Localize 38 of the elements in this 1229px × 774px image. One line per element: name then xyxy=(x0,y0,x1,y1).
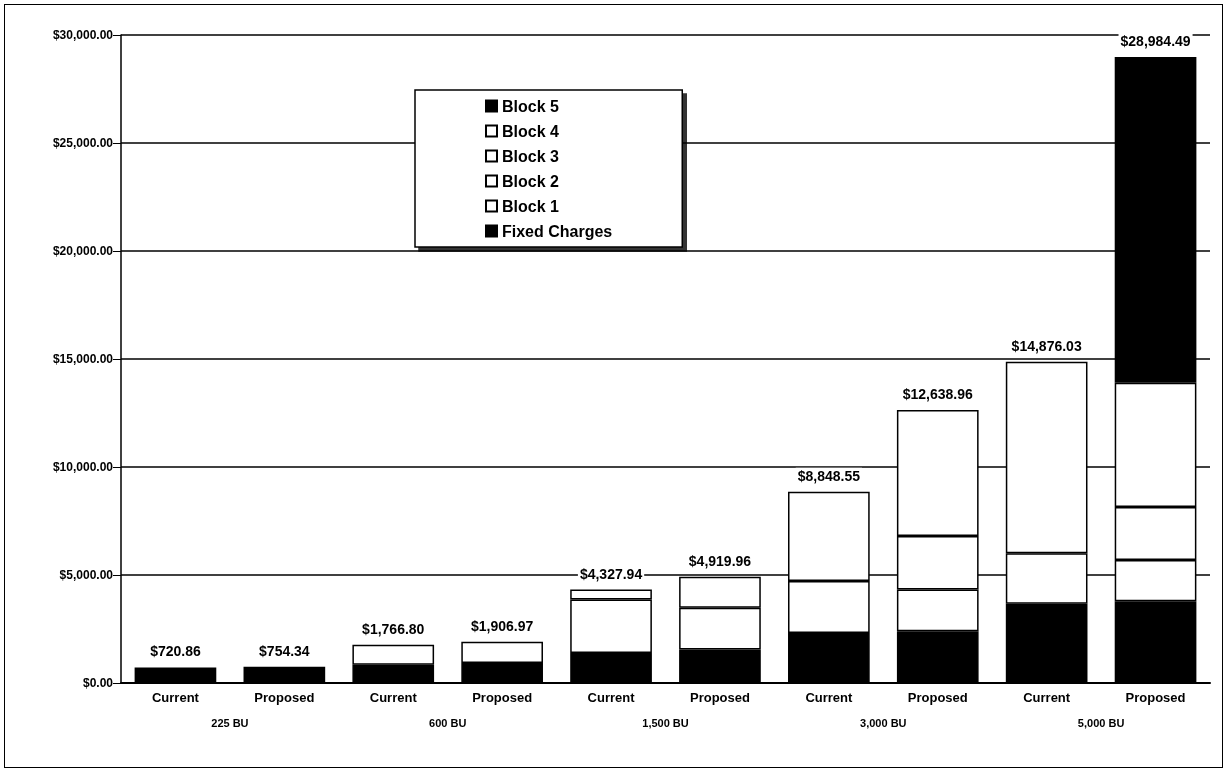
x-tick-label: Current xyxy=(805,690,853,705)
y-tick-label: $0.00 xyxy=(82,676,114,690)
total-label: $4,919.96 xyxy=(688,552,752,569)
y-tick-label: $10,000.00 xyxy=(52,460,114,474)
legend-label: Block 4 xyxy=(502,122,560,140)
x-tick-label: Proposed xyxy=(254,690,315,705)
y-tick-label: $25,000.00 xyxy=(52,136,114,150)
total-label: $1,766.80 xyxy=(362,620,425,637)
x-tick-label: Current xyxy=(587,690,636,705)
x-tick-label: Proposed xyxy=(907,690,968,705)
x-tick-label: Proposed xyxy=(689,690,750,705)
text: 225 BU xyxy=(211,716,249,729)
text: 600 BU xyxy=(429,716,467,729)
legend-label: Block 3 xyxy=(502,147,560,165)
y-tick-label: $15,000.00 xyxy=(52,352,114,366)
total-label: $28,984.49 xyxy=(1120,32,1191,49)
legend-label: Block 5 xyxy=(502,97,560,115)
x-tick-label: Proposed xyxy=(472,690,533,705)
legend-label: Block 1 xyxy=(502,197,560,215)
x-tick-label: Current xyxy=(1023,690,1071,705)
text: 1,500 BU xyxy=(642,716,689,729)
text: 5,000 BU xyxy=(1077,716,1125,729)
x-tick-label: Proposed xyxy=(1125,690,1186,705)
total-label: $1,906.97 xyxy=(471,617,534,634)
y-tick-label: $30,000.00 xyxy=(52,28,114,42)
total-label: $754.34 xyxy=(259,642,310,659)
total-label: $4,327.94 xyxy=(579,565,643,582)
legend-label: Fixed Charges xyxy=(502,222,613,240)
text: 3,000 BU xyxy=(860,716,907,729)
total-label: $14,876.03 xyxy=(1011,337,1082,354)
total-label: $720.86 xyxy=(150,643,201,660)
y-tick-label: $20,000.00 xyxy=(52,244,114,258)
y-tick-label: $5,000.00 xyxy=(59,568,114,582)
legend-label: Block 2 xyxy=(502,172,560,190)
x-tick-label: Current xyxy=(151,690,200,705)
total-label: $8,848.55 xyxy=(797,467,861,484)
x-tick-label: Current xyxy=(369,690,418,705)
total-label: $12,638.96 xyxy=(902,386,973,402)
